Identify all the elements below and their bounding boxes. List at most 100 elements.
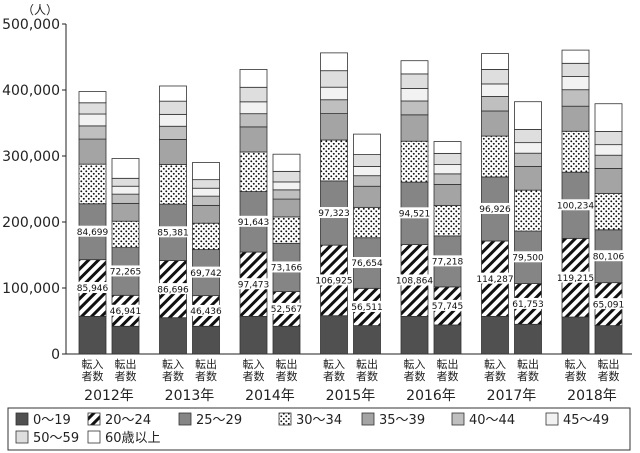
bar-segment <box>400 315 429 355</box>
legend-label: 20〜24 <box>105 413 151 428</box>
data-label-bg <box>108 304 143 316</box>
legend-box <box>7 407 631 451</box>
bar-segment <box>481 53 509 70</box>
legend-label: 30〜34 <box>296 413 342 428</box>
bar-segment <box>78 91 107 104</box>
bar-segment <box>111 177 140 187</box>
bar-kind-label: 転出 <box>276 357 298 371</box>
bar-segment <box>353 154 381 167</box>
data-label: 96,926 <box>479 205 511 215</box>
bars: 85,946 84,699 46,941 72,265 86,696 85,381 46,4… <box>75 49 626 355</box>
bar-segment <box>561 49 590 64</box>
legend: 0〜19 20〜24 25〜29 30〜34 35〜39 40〜44 45〜49 50〜59 6… <box>7 407 631 451</box>
data-label-bg <box>397 207 432 219</box>
data-label: 79,500 <box>512 254 544 264</box>
bar-segment <box>272 153 301 172</box>
data-label: 80,106 <box>593 252 625 262</box>
bar-kind-label: 転出 <box>356 357 378 371</box>
data-label-bg <box>350 257 384 269</box>
data-label-bg <box>75 282 110 294</box>
data-label-bg <box>430 299 465 311</box>
bar-segment <box>192 187 220 197</box>
data-label-bg <box>269 302 304 314</box>
bar-segment <box>192 325 220 355</box>
data-label-bg <box>156 226 190 238</box>
bar-kind-label: 者数 <box>323 370 345 383</box>
data-label: 106,925 <box>315 277 352 287</box>
bar-segment <box>320 113 348 141</box>
data-label: 46,436 <box>190 307 222 317</box>
year-label: 2014年 <box>245 388 295 404</box>
bar-kind-label: 転入 <box>484 358 506 371</box>
data-label: 85,946 <box>77 284 109 294</box>
bar-kind-label: 転入 <box>565 358 587 371</box>
y-axis-unit: （人） <box>22 3 58 17</box>
bar-segment <box>400 100 429 116</box>
data-label-bg <box>350 300 384 312</box>
data-label: 97,323 <box>318 209 350 219</box>
legend-swatch <box>451 412 465 426</box>
data-label: 56,511 <box>351 303 383 313</box>
bar-segment <box>159 125 187 140</box>
bar-segment <box>192 222 220 251</box>
bar-segment <box>481 135 509 178</box>
bar-segment <box>239 113 268 128</box>
data-label-bg <box>591 298 626 310</box>
y-tick-label: 0 <box>51 347 60 363</box>
bar-segment <box>272 198 301 218</box>
bar-segment <box>433 152 462 166</box>
y-tick-label: 500,000 <box>2 17 60 33</box>
bar-segment <box>561 105 590 132</box>
bar-segment <box>433 164 462 175</box>
data-label-bg <box>430 255 465 267</box>
legend-label: 50〜59 <box>33 431 79 446</box>
data-label-bg <box>555 199 596 211</box>
bar-kind-label: 転出 <box>115 357 137 371</box>
bar-segment <box>514 323 542 355</box>
data-label-bg <box>189 304 223 316</box>
data-label: 46,941 <box>110 307 142 317</box>
bar-segment <box>272 216 301 244</box>
bar-segment <box>239 86 268 103</box>
data-label-bg <box>75 225 110 237</box>
bar-kind-label: 者数 <box>565 370 587 383</box>
data-label: 114,287 <box>476 275 513 285</box>
legend-swatch <box>87 412 101 426</box>
bar-segment <box>481 83 509 97</box>
year-label: 2012年 <box>84 388 134 404</box>
legend-swatch <box>278 412 292 426</box>
bar-kind-label: 者数 <box>243 370 265 383</box>
bar-segment <box>159 85 187 102</box>
bar-kind-label: 者数 <box>598 370 620 383</box>
bar-kind-label: 転入 <box>404 358 426 371</box>
legend-label: 35〜39 <box>379 413 425 428</box>
bar-segment <box>159 317 187 355</box>
bar-kind-label: 者数 <box>404 370 426 383</box>
data-label-bg <box>269 261 304 273</box>
bar-segment <box>514 101 542 130</box>
data-label-bg <box>314 274 354 286</box>
data-label: 69,742 <box>190 269 222 279</box>
bar-segment <box>111 220 140 249</box>
bar-segment <box>514 142 542 154</box>
bar-segment <box>111 202 140 222</box>
bar-segment <box>561 89 590 107</box>
bar-segment <box>111 193 140 204</box>
bar-segment <box>433 141 462 154</box>
legend-label: 0〜19 <box>33 413 71 428</box>
bar-segment <box>353 325 381 355</box>
bar-segment <box>239 126 268 153</box>
bar-segment <box>594 325 623 355</box>
data-label-bg <box>511 297 545 309</box>
bar-segment <box>594 144 623 156</box>
data-label: 61,753 <box>512 300 544 310</box>
data-label: 84,699 <box>77 228 109 238</box>
data-label: 72,265 <box>110 268 142 278</box>
bar-kind-label: 者数 <box>276 370 298 383</box>
data-label: 57,745 <box>432 302 464 312</box>
data-label-bg <box>555 271 596 283</box>
bar-kind-label: 転出 <box>517 357 539 371</box>
bar-segment <box>433 324 462 355</box>
bar-segment <box>514 189 542 232</box>
data-label: 91,643 <box>238 218 270 228</box>
